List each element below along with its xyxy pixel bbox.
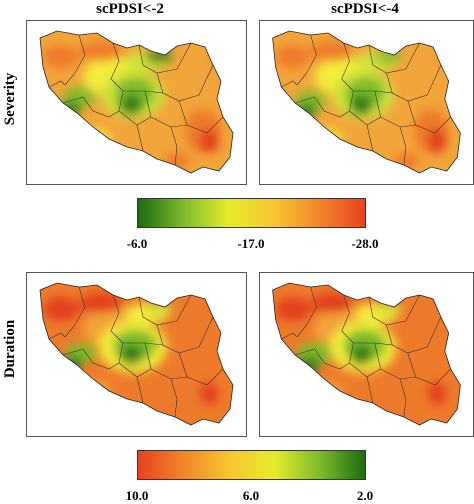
column-title-1: scPDSI<-2 bbox=[96, 1, 164, 17]
colorbar-severity bbox=[137, 198, 366, 228]
row-label-duration: Duration bbox=[2, 319, 18, 379]
colorbar-duration bbox=[137, 450, 366, 480]
colorbar-severity-tick-min: -6.0 bbox=[126, 236, 148, 251]
column-title-2: scPDSI<-4 bbox=[331, 1, 399, 17]
map-duration-scpdsi-2 bbox=[26, 272, 247, 437]
map-severity-scpdsi-4 bbox=[259, 20, 474, 185]
colorbar-duration-tick-max: 2.0 bbox=[356, 488, 374, 503]
map-duration-scpdsi-4 bbox=[259, 272, 474, 437]
colorbar-duration-tick-mid: 6.0 bbox=[242, 488, 260, 503]
map-severity-scpdsi-2 bbox=[26, 20, 247, 185]
row-label-severity: Severity bbox=[2, 72, 18, 126]
colorbar-severity-tick-mid: -17.0 bbox=[237, 236, 265, 251]
colorbar-duration-tick-min: 10.0 bbox=[125, 488, 149, 503]
colorbar-severity-tick-max: -28.0 bbox=[351, 236, 379, 251]
